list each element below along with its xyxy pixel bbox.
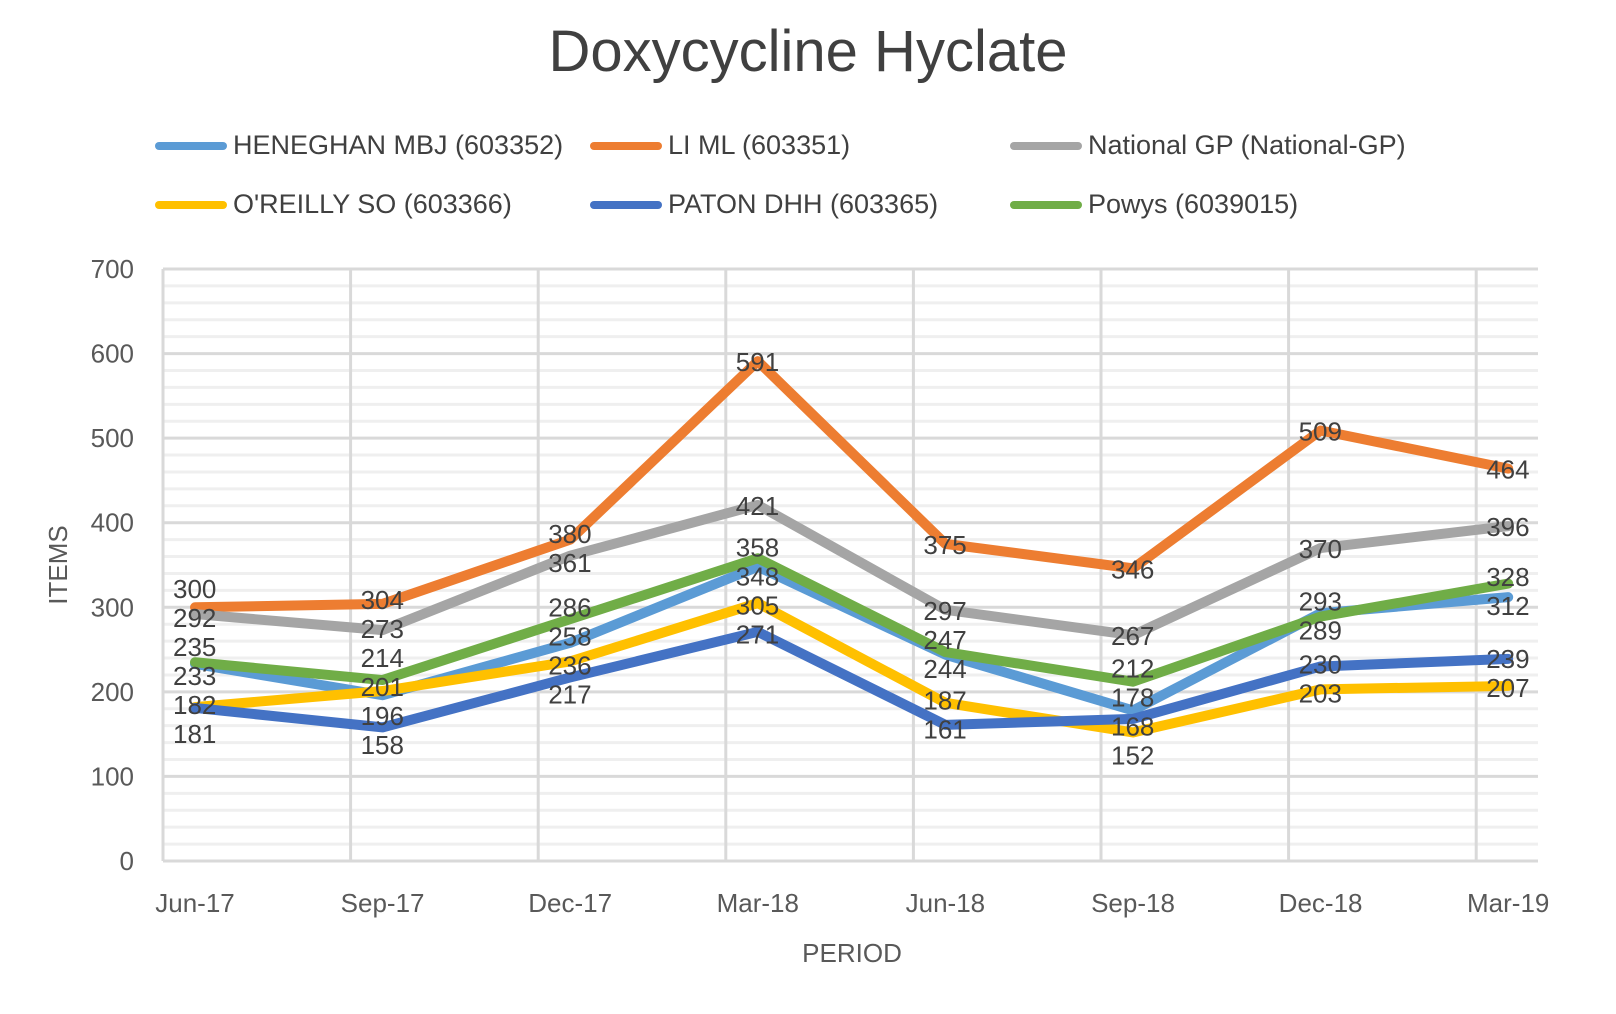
legend-item: LI ML (603351) [590, 130, 850, 161]
legend-item: National GP (National-GP) [1010, 130, 1406, 161]
data-label: 464 [1486, 455, 1529, 485]
data-label: 217 [548, 680, 591, 710]
data-label: 212 [1111, 653, 1154, 683]
legend-label: HENEGHAN MBJ (603352) [233, 130, 564, 160]
legend-swatch [1010, 200, 1082, 209]
series-line [190, 356, 1514, 613]
data-label: 304 [361, 585, 404, 615]
legend-item: Powys (6039015) [1010, 189, 1298, 220]
data-label: 328 [1486, 562, 1529, 592]
y-tick-label: 300 [91, 592, 134, 622]
data-label: 289 [1299, 615, 1342, 645]
chart-title: Doxycycline Hyclate [548, 19, 1068, 84]
x-tick-label: Mar-19 [1467, 888, 1549, 918]
data-label: 187 [923, 685, 966, 715]
data-label: 421 [736, 491, 779, 521]
data-label: 233 [173, 661, 216, 691]
data-label: 244 [923, 654, 966, 684]
data-label: 152 [1111, 740, 1154, 770]
data-label: 370 [1299, 534, 1342, 564]
series-line [190, 553, 1514, 687]
data-label: 161 [923, 714, 966, 744]
y-tick-label: 400 [91, 508, 134, 538]
data-label: 201 [361, 672, 404, 702]
data-label: 236 [548, 651, 591, 681]
data-label: 273 [361, 614, 404, 644]
data-label: 158 [361, 730, 404, 760]
x-tick-label: Sep-17 [341, 888, 425, 918]
legend-swatch [590, 200, 662, 209]
legend-swatch [590, 141, 662, 150]
legend-item: O'REILLY SO (603366) [155, 189, 512, 220]
y-tick-label: 700 [91, 254, 134, 284]
x-tick-label: Dec-18 [1279, 888, 1363, 918]
data-label: 292 [173, 603, 216, 633]
legend-label: National GP (National-GP) [1088, 130, 1406, 160]
data-label: 168 [1111, 711, 1154, 741]
series-line [190, 499, 1514, 641]
data-label: 509 [1299, 417, 1342, 447]
x-tick-label: Sep-18 [1091, 888, 1175, 918]
y-tick-label: 100 [91, 761, 134, 791]
data-label: 312 [1486, 591, 1529, 621]
data-label: 396 [1486, 512, 1529, 542]
legend-item: PATON DHH (603365) [590, 189, 938, 220]
data-label: 230 [1299, 649, 1342, 679]
legend-swatch [1010, 141, 1082, 150]
y-tick-label: 0 [120, 846, 134, 876]
data-label: 235 [173, 632, 216, 662]
y-tick-label: 200 [91, 677, 134, 707]
legend-label: PATON DHH (603365) [668, 189, 939, 219]
legend-label: Powys (6039015) [1088, 189, 1299, 219]
data-label: 293 [1299, 586, 1342, 616]
data-label: 196 [361, 701, 404, 731]
data-label: 207 [1486, 673, 1529, 703]
series-line [190, 626, 1514, 733]
x-tick-label: Dec-17 [528, 888, 612, 918]
data-label: 300 [173, 574, 216, 604]
legend-swatch [155, 200, 227, 209]
data-label: 181 [173, 719, 216, 749]
data-label: 258 [548, 622, 591, 652]
data-label: 271 [736, 619, 779, 649]
data-label: 305 [736, 590, 779, 620]
legend-label: O'REILLY SO (603366) [233, 189, 512, 219]
data-label: 380 [548, 519, 591, 549]
legend-swatch [155, 141, 227, 150]
data-label: 358 [736, 532, 779, 562]
x-axis-label: PERIOD [802, 938, 902, 968]
legend-label: LI ML (603351) [668, 130, 851, 160]
data-label: 348 [736, 561, 779, 591]
legend-item: HENEGHAN MBJ (603352) [155, 130, 563, 161]
data-label: 591 [736, 347, 779, 377]
y-tick-label: 600 [91, 339, 134, 369]
y-tick-label: 500 [91, 423, 134, 453]
data-label: 346 [1111, 554, 1154, 584]
data-label: 178 [1111, 682, 1154, 712]
y-axis-label: ITEMS [43, 525, 73, 604]
data-label: 267 [1111, 621, 1154, 651]
data-label: 297 [923, 596, 966, 626]
x-tick-label: Jun-18 [906, 888, 986, 918]
data-label: 239 [1486, 644, 1529, 674]
series-line [190, 598, 1514, 738]
x-tick-label: Jun-17 [155, 888, 235, 918]
data-label: 361 [548, 548, 591, 578]
data-label: 247 [923, 625, 966, 655]
data-label: 203 [1299, 678, 1342, 708]
data-label: 182 [173, 690, 216, 720]
x-tick-label: Mar-18 [717, 888, 799, 918]
data-label: 375 [923, 530, 966, 560]
data-label: 286 [548, 593, 591, 623]
data-label: 214 [361, 643, 404, 673]
